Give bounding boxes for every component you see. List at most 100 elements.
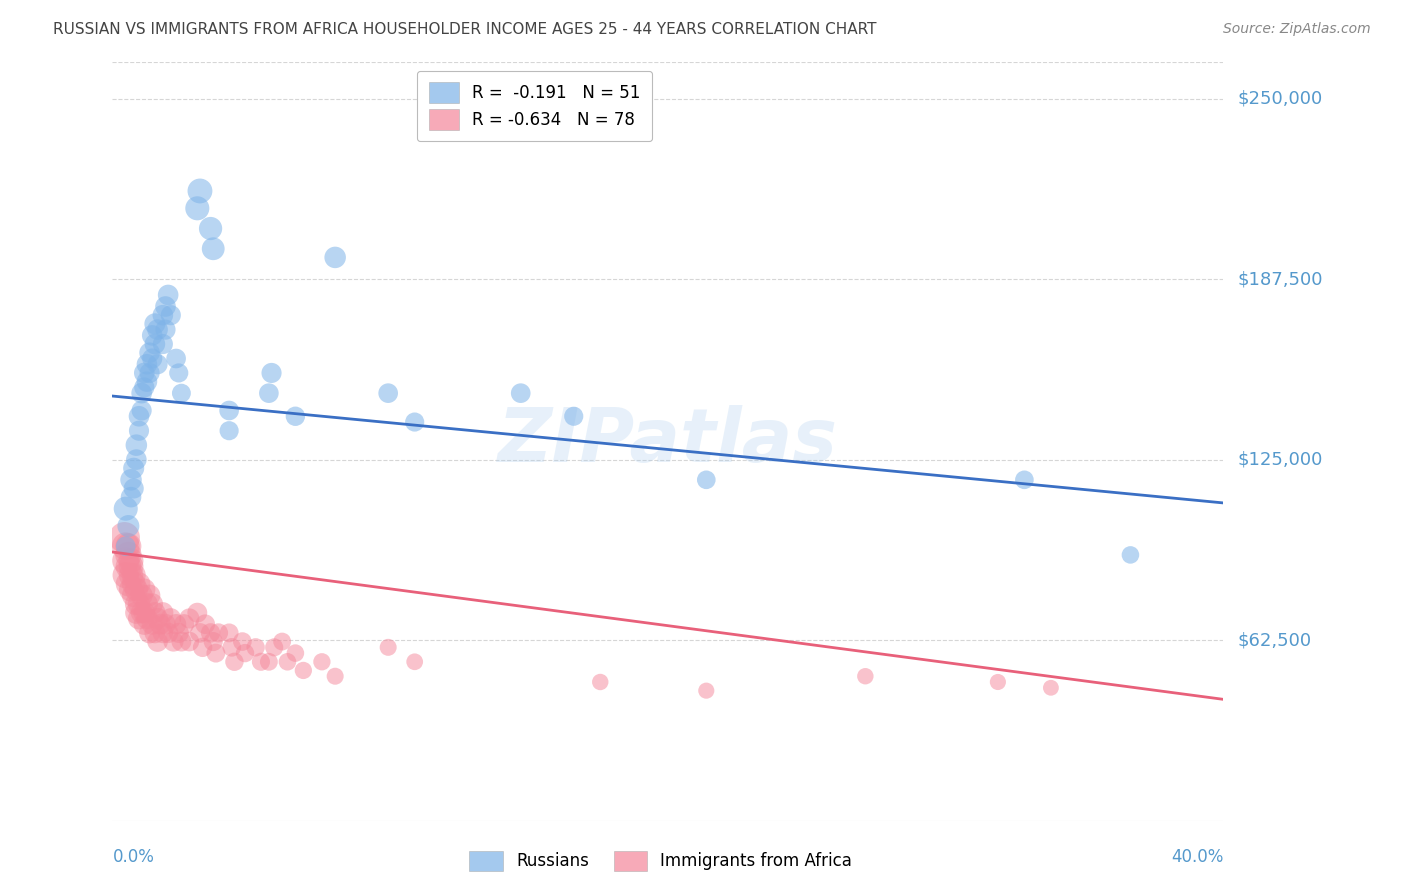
Point xyxy=(146,611,169,625)
Point xyxy=(292,664,315,678)
Point xyxy=(377,640,399,655)
Point xyxy=(167,626,190,640)
Point xyxy=(114,539,136,553)
Point xyxy=(122,588,145,602)
Point xyxy=(143,337,166,351)
Text: 40.0%: 40.0% xyxy=(1171,848,1223,866)
Point xyxy=(186,606,208,620)
Point xyxy=(170,386,193,401)
Point xyxy=(117,559,139,574)
Point xyxy=(125,582,148,597)
Point xyxy=(136,375,159,389)
Point xyxy=(695,683,717,698)
Point xyxy=(146,634,169,648)
Point xyxy=(125,597,148,611)
Point xyxy=(128,611,150,625)
Point xyxy=(117,576,139,591)
Point xyxy=(165,617,187,632)
Point xyxy=(165,351,187,366)
Point xyxy=(138,345,160,359)
Point xyxy=(152,626,174,640)
Point xyxy=(143,317,166,331)
Point xyxy=(323,251,346,265)
Point xyxy=(173,617,195,632)
Point xyxy=(159,611,181,625)
Point xyxy=(134,366,156,380)
Point xyxy=(128,597,150,611)
Point xyxy=(146,357,169,371)
Point xyxy=(194,617,217,632)
Point xyxy=(207,626,229,640)
Point xyxy=(122,482,145,496)
Point xyxy=(323,669,346,683)
Point xyxy=(120,554,142,568)
Point xyxy=(589,675,612,690)
Point xyxy=(404,415,426,429)
Text: RUSSIAN VS IMMIGRANTS FROM AFRICA HOUSEHOLDER INCOME AGES 25 - 44 YEARS CORRELAT: RUSSIAN VS IMMIGRANTS FROM AFRICA HOUSEH… xyxy=(53,22,877,37)
Point xyxy=(134,380,156,394)
Point xyxy=(155,617,177,632)
Point xyxy=(117,519,139,533)
Point xyxy=(112,531,135,545)
Text: 0.0%: 0.0% xyxy=(112,848,155,866)
Point xyxy=(136,611,159,625)
Point xyxy=(114,568,136,582)
Text: Source: ZipAtlas.com: Source: ZipAtlas.com xyxy=(1223,22,1371,37)
Point xyxy=(260,366,283,380)
Point xyxy=(138,366,160,380)
Text: $62,500: $62,500 xyxy=(1237,632,1312,649)
Point xyxy=(134,582,156,597)
Point xyxy=(245,640,267,655)
Point xyxy=(311,655,333,669)
Point xyxy=(218,403,240,417)
Point xyxy=(179,634,201,648)
Point xyxy=(205,646,228,660)
Point xyxy=(117,548,139,562)
Point xyxy=(202,242,225,256)
Point xyxy=(138,588,160,602)
Point xyxy=(257,655,280,669)
Point xyxy=(263,640,285,655)
Point xyxy=(191,640,214,655)
Point xyxy=(167,366,190,380)
Point xyxy=(120,568,142,582)
Point xyxy=(134,617,156,632)
Point xyxy=(200,221,222,235)
Point xyxy=(218,626,240,640)
Point xyxy=(157,626,180,640)
Point xyxy=(122,568,145,582)
Point xyxy=(114,554,136,568)
Point xyxy=(159,308,181,322)
Point xyxy=(276,655,298,669)
Point xyxy=(143,606,166,620)
Point xyxy=(1119,548,1142,562)
Point xyxy=(853,669,876,683)
Text: $125,000: $125,000 xyxy=(1237,450,1323,468)
Point xyxy=(170,634,193,648)
Point xyxy=(131,386,153,401)
Point xyxy=(987,675,1010,690)
Point xyxy=(257,386,280,401)
Point xyxy=(250,655,273,669)
Legend: R =  -0.191   N = 51, R = -0.634   N = 78: R = -0.191 N = 51, R = -0.634 N = 78 xyxy=(418,70,652,142)
Point xyxy=(231,634,253,648)
Point xyxy=(404,655,426,669)
Point xyxy=(131,606,153,620)
Point xyxy=(122,461,145,475)
Legend: Russians, Immigrants from Africa: Russians, Immigrants from Africa xyxy=(461,842,860,880)
Point xyxy=(152,606,174,620)
Point xyxy=(155,323,177,337)
Point xyxy=(120,582,142,597)
Point xyxy=(162,634,184,648)
Point xyxy=(131,403,153,417)
Point xyxy=(202,634,225,648)
Point xyxy=(125,606,148,620)
Point xyxy=(179,611,201,625)
Point xyxy=(218,424,240,438)
Point xyxy=(134,606,156,620)
Point xyxy=(224,655,246,669)
Point xyxy=(128,576,150,591)
Point xyxy=(120,559,142,574)
Point xyxy=(125,452,148,467)
Point xyxy=(136,597,159,611)
